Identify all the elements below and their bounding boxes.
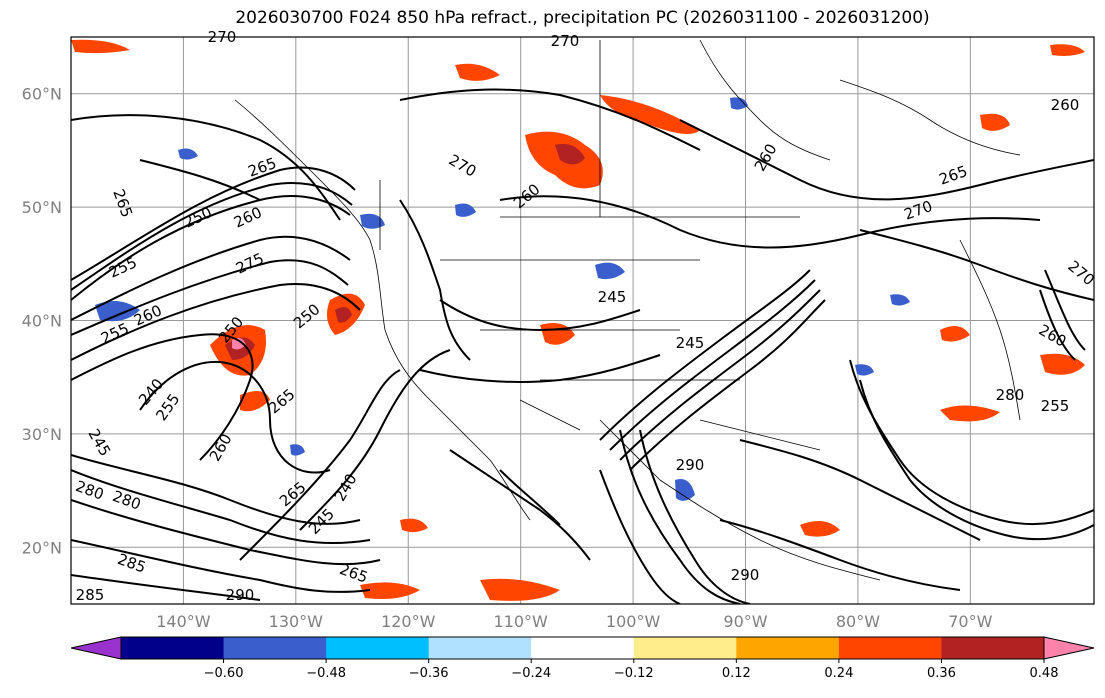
colorbar bbox=[70, 636, 1095, 660]
latitude-tick-label: 40°N bbox=[22, 312, 62, 331]
contour-label: 280 bbox=[996, 386, 1025, 404]
latitude-tick-label: 30°N bbox=[22, 425, 62, 444]
contour-label: 290 bbox=[731, 566, 760, 584]
colorbar-tick-label: −0.12 bbox=[614, 666, 654, 681]
longitude-tick-label: 70°W bbox=[948, 612, 992, 631]
contour-label: 270 bbox=[551, 32, 580, 50]
colorbar-tick-label: −0.24 bbox=[511, 666, 551, 681]
contour-label: 290 bbox=[226, 586, 255, 604]
colorbar-tick-label: 0.48 bbox=[1030, 666, 1059, 681]
latitude-tick-label: 50°N bbox=[22, 198, 62, 217]
colorbar-tick-label: 0.12 bbox=[722, 666, 751, 681]
longitude-tick-label: 90°W bbox=[723, 612, 767, 631]
contour-label: 270 bbox=[208, 28, 237, 46]
colorbar-segment bbox=[633, 637, 737, 659]
coastlines-borders bbox=[234, 39, 1021, 581]
colorbar-frame bbox=[120, 636, 1045, 660]
colorbar-extend-low bbox=[70, 636, 122, 660]
colorbar-segment bbox=[121, 637, 225, 659]
colorbar-extend-high bbox=[1043, 636, 1095, 660]
longitude-tick-label: 110°W bbox=[493, 612, 548, 631]
latitude-tick-labels: 20°N 30°N 40°N 50°N 60°N bbox=[22, 85, 62, 558]
colorbar-segment bbox=[326, 637, 430, 659]
colorbar-tick-label: −0.60 bbox=[204, 666, 244, 681]
colorbar-segment bbox=[941, 637, 1045, 659]
gridlines bbox=[71, 37, 1094, 604]
contour-label: 285 bbox=[76, 586, 105, 604]
colorbar-tick-label: 0.36 bbox=[927, 666, 956, 681]
longitude-tick-label: 80°W bbox=[836, 612, 880, 631]
refractivity-contours bbox=[71, 88, 1094, 604]
colorbar-segment bbox=[838, 637, 942, 659]
colorbar-segment bbox=[428, 637, 532, 659]
colorbar-tick-label: −0.36 bbox=[409, 666, 449, 681]
longitude-tick-label: 130°W bbox=[269, 612, 324, 631]
latitude-tick-label: 60°N bbox=[22, 85, 62, 104]
longitude-tick-label: 120°W bbox=[381, 612, 436, 631]
contour-label: 245 bbox=[598, 288, 627, 306]
colorbar-segment bbox=[531, 637, 635, 659]
contour-label: 260 bbox=[1051, 96, 1080, 114]
contour-label: 290 bbox=[676, 456, 705, 474]
longitude-tick-label: 100°W bbox=[606, 612, 661, 631]
latitude-tick-label: 20°N bbox=[22, 538, 62, 557]
colorbar-segment bbox=[223, 637, 327, 659]
contour-label: 245 bbox=[676, 334, 705, 352]
chart-title: 2026030700 F024 850 hPa refract., precip… bbox=[235, 8, 930, 28]
colorbar-tick-label: 0.24 bbox=[824, 666, 853, 681]
longitude-tick-labels: 140°W 130°W 120°W 110°W 100°W 90°W 80°W 70°W bbox=[156, 612, 992, 631]
longitude-tick-label: 140°W bbox=[156, 612, 211, 631]
colorbar-tick-label: −0.48 bbox=[306, 666, 346, 681]
plot-frame bbox=[70, 36, 1095, 605]
colorbar-tick-labels: −0.60 −0.48 −0.36 −0.24 −0.12 0.12 0.24 0.36 0.4… bbox=[204, 659, 1059, 681]
contour-label: 255 bbox=[1041, 397, 1070, 415]
colorbar-segment bbox=[736, 637, 840, 659]
